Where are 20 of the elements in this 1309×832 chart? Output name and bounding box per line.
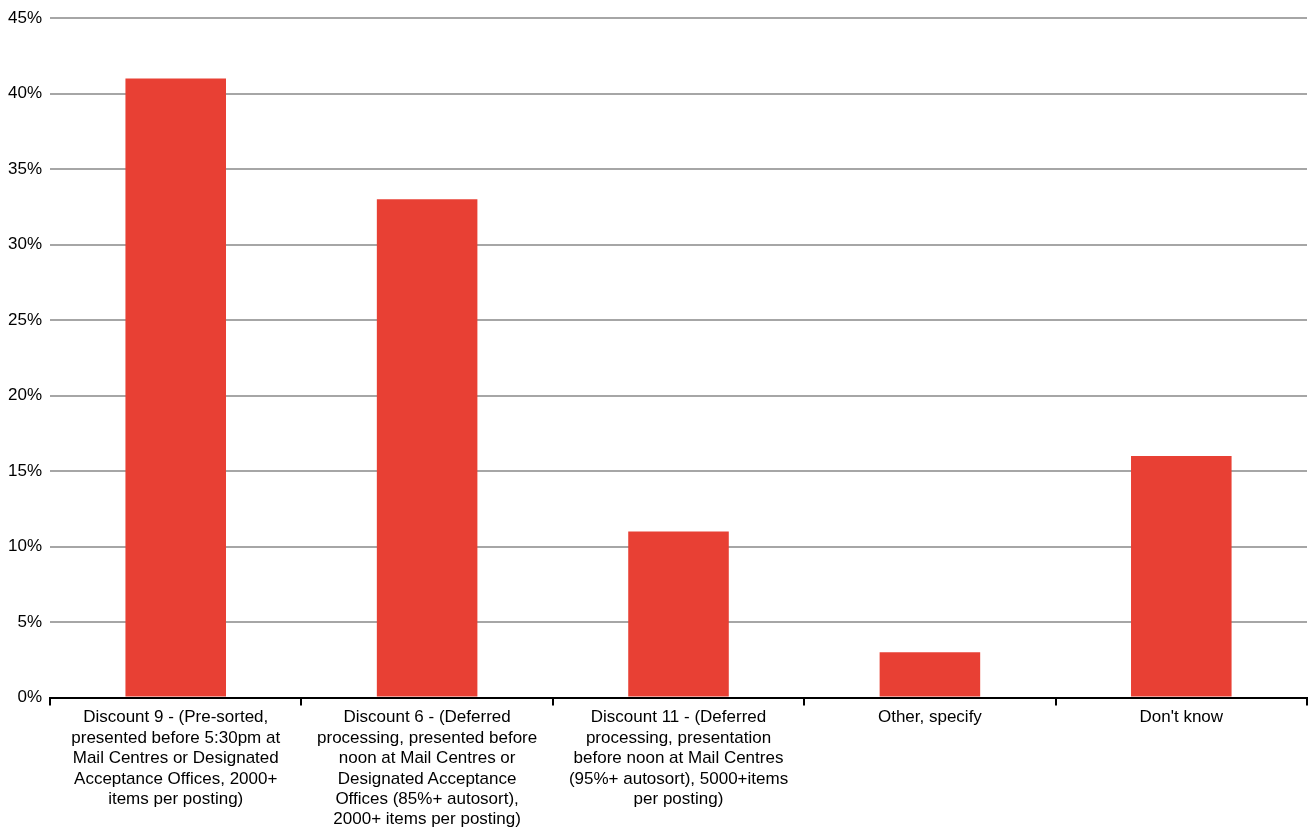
y-tick-label: 25% [7, 309, 43, 329]
y-tick-label: 40% [7, 83, 43, 103]
x-tick-label: Don't know [1139, 707, 1224, 727]
x-tick-label: Discount 11 - (Deferred processing, presentation before noon at Mail Centres (95%+ autosort), 5000+items per posting) [568, 707, 789, 809]
y-tick-label: 35% [7, 158, 43, 178]
x-tick-label: Discount 9 - (Pre-sorted, presented before 5:30pm at Mail Centres or Designated Acceptance Offices, 2000+ items per posting) [71, 707, 281, 809]
bar [628, 531, 729, 697]
x-tick-label: Discount 6 - (Deferred processing, presented before noon at Mail Centres or Designated Acceptance Offices (85%+ autosort), 2000+ items per posting) [317, 707, 538, 829]
bar [376, 199, 478, 697]
y-tick-label: 20% [7, 385, 43, 405]
bar [879, 652, 981, 697]
y-tick-label: 30% [7, 234, 43, 254]
x-tick-label: Other, specify [877, 707, 983, 727]
y-tick-label: 45% [7, 7, 43, 27]
y-tick-label: 15% [7, 460, 43, 480]
y-tick-label: 10% [7, 536, 43, 556]
bar [125, 78, 226, 697]
y-tick-label: 0% [17, 687, 43, 707]
bar [1131, 456, 1232, 697]
y-tick-label: 5% [17, 611, 43, 631]
